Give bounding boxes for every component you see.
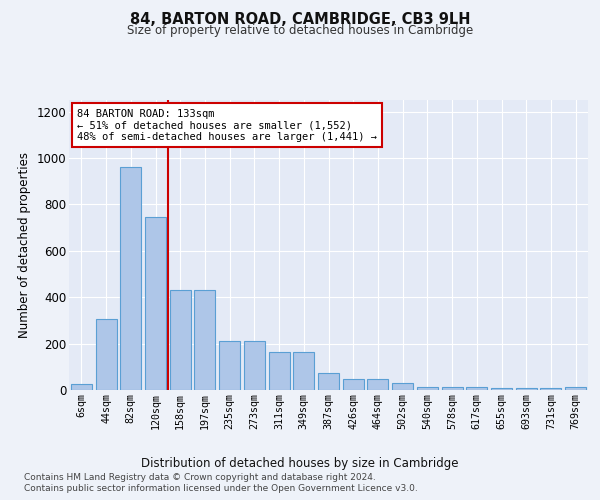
Bar	[194, 290, 215, 390]
Text: 84 BARTON ROAD: 133sqm
← 51% of detached houses are smaller (1,552)
48% of semi-: 84 BARTON ROAD: 133sqm ← 51% of detached…	[77, 108, 377, 142]
Bar	[145, 217, 166, 390]
Bar	[95, 319, 116, 390]
Bar	[269, 352, 290, 390]
Bar	[170, 290, 191, 390]
Text: Distribution of detached houses by size in Cambridge: Distribution of detached houses by size …	[141, 458, 459, 470]
Bar	[516, 388, 537, 390]
Bar	[244, 342, 265, 390]
Bar	[293, 352, 314, 390]
Bar	[491, 388, 512, 390]
Bar	[466, 387, 487, 390]
Bar	[71, 384, 92, 390]
Text: Size of property relative to detached houses in Cambridge: Size of property relative to detached ho…	[127, 24, 473, 37]
Text: Contains HM Land Registry data © Crown copyright and database right 2024.: Contains HM Land Registry data © Crown c…	[24, 472, 376, 482]
Text: Contains public sector information licensed under the Open Government Licence v3: Contains public sector information licen…	[24, 484, 418, 493]
Bar	[565, 386, 586, 390]
Y-axis label: Number of detached properties: Number of detached properties	[18, 152, 31, 338]
Bar	[367, 379, 388, 390]
Bar	[417, 386, 438, 390]
Text: 84, BARTON ROAD, CAMBRIDGE, CB3 9LH: 84, BARTON ROAD, CAMBRIDGE, CB3 9LH	[130, 12, 470, 28]
Bar	[120, 168, 141, 390]
Bar	[392, 383, 413, 390]
Bar	[343, 379, 364, 390]
Bar	[219, 342, 240, 390]
Bar	[541, 388, 562, 390]
Bar	[318, 372, 339, 390]
Bar	[442, 387, 463, 390]
